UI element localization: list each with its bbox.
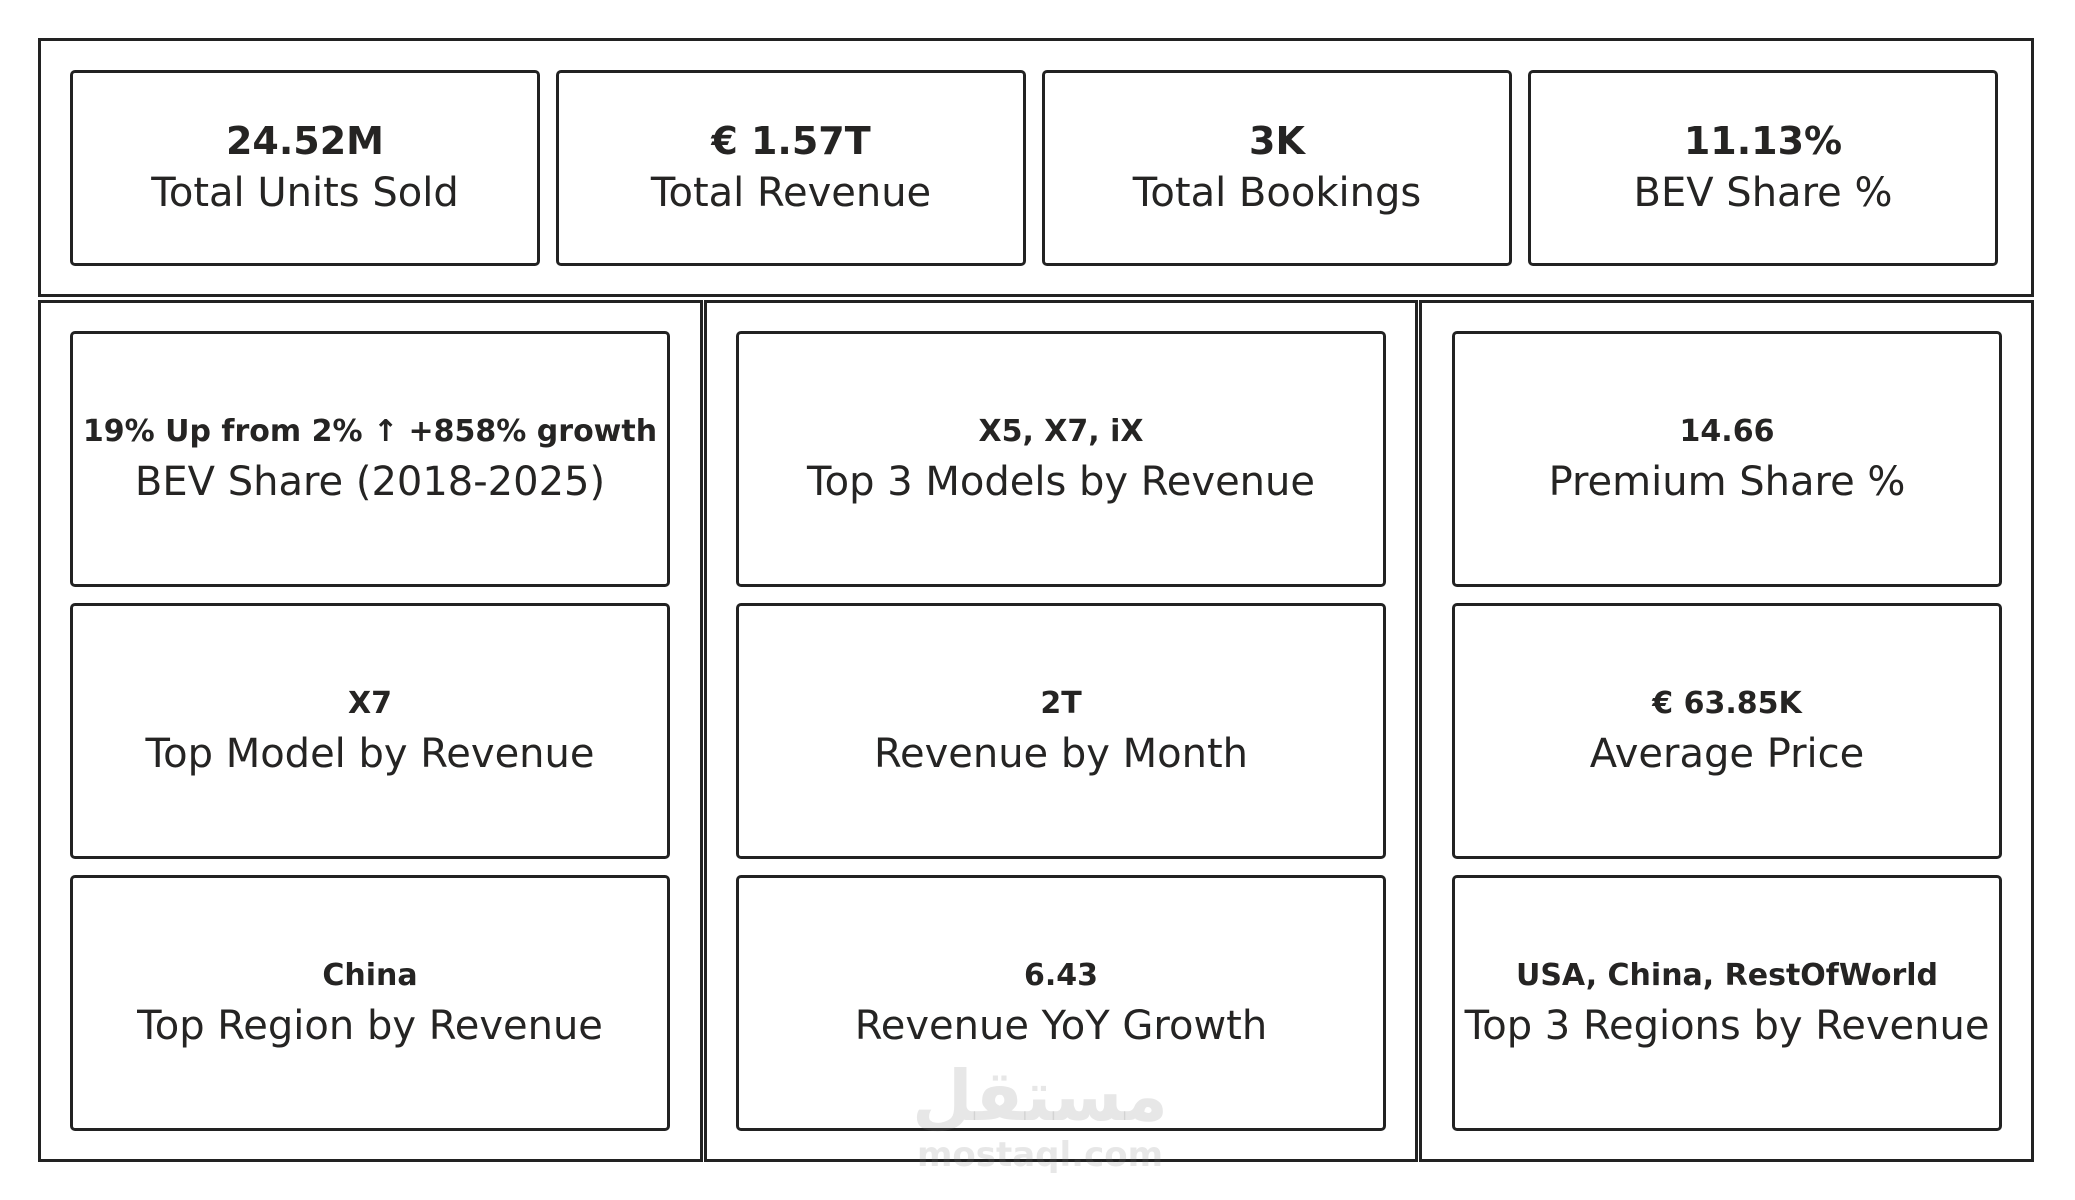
metric-label: BEV Share (2018-2025) [134, 458, 606, 505]
metric-card: China Top Region by Revenue [70, 875, 670, 1131]
column-panel [704, 300, 1418, 1162]
kpi-card: 3K Total Bookings [1042, 70, 1512, 266]
metric-label: Top 3 Models by Revenue [806, 458, 1315, 505]
kpi-value: 3K [1249, 119, 1305, 164]
kpi-card: 24.52M Total Units Sold [70, 70, 540, 266]
kpi-value: 24.52M [225, 119, 384, 164]
kpi-card: € 1.57T Total Revenue [556, 70, 1026, 266]
metric-card: USA, China, RestOfWorld Top 3 Regions by … [1452, 875, 2002, 1131]
metric-value: 14.66 [1679, 413, 1775, 449]
metric-value: X5, X7, iX [978, 413, 1144, 449]
metric-card: 19% Up from 2% ↑ +858% growth BEV Share (… [70, 331, 670, 587]
metric-value: China [322, 957, 418, 993]
metric-label: Premium Share % [1548, 458, 1906, 505]
metric-label: Top Region by Revenue [137, 1002, 603, 1049]
metric-card: 6.43 Revenue YoY Growth [736, 875, 1386, 1131]
metric-card: X7 Top Model by Revenue [70, 603, 670, 859]
metric-value: 19% Up from 2% ↑ +858% growth [82, 413, 658, 449]
metric-value: 6.43 [1023, 957, 1099, 993]
kpi-label: BEV Share % [1633, 169, 1893, 216]
watermark: mostaql.com [916, 1135, 1164, 1175]
metric-value: € 63.85K [1652, 685, 1802, 721]
kpi-label: Total Bookings [1132, 169, 1422, 216]
metric-label: Top Model by Revenue [145, 730, 595, 777]
metric-card: € 63.85K Average Price [1452, 603, 2002, 859]
kpi-label: Total Units Sold [151, 169, 459, 216]
metric-value: 2T [1040, 685, 1082, 721]
column-panel [38, 300, 703, 1162]
metric-value: X7 [347, 685, 392, 721]
column-panel [1419, 300, 2034, 1162]
kpi-value: € 1.57T [711, 119, 871, 164]
metric-card: 2T Revenue by Month [736, 603, 1386, 859]
metric-label: Revenue YoY Growth [854, 1002, 1268, 1049]
kpi-label: Total Revenue [650, 169, 932, 216]
kpi-panel [38, 38, 2034, 297]
metric-value: USA, China, RestOfWorld [1515, 957, 1939, 993]
kpi-card: 11.13% BEV Share % [1528, 70, 1998, 266]
metric-label: Top 3 Regions by Revenue [1464, 1002, 1990, 1049]
metric-label: Average Price [1589, 730, 1865, 777]
metric-card: X5, X7, iX Top 3 Models by Revenue [736, 331, 1386, 587]
metric-card: 14.66 Premium Share % [1452, 331, 2002, 587]
watermark: مستقل [911, 1055, 1168, 1137]
metric-label: Revenue by Month [873, 730, 1249, 777]
kpi-value: 11.13% [1683, 119, 1843, 164]
